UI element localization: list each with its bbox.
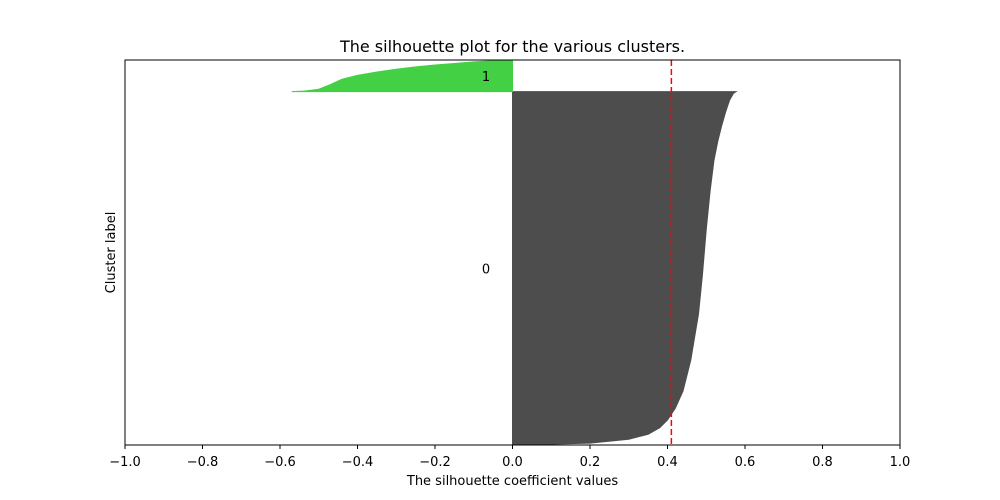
cluster-label-0: 0 [482, 262, 490, 277]
clusters-layer: 01 [291, 59, 738, 446]
x-axis-label: The silhouette coefficient values [406, 474, 618, 489]
x-tick-label: 0.8 [812, 455, 833, 470]
x-tick-label: 0.4 [657, 455, 678, 470]
x-tick-label: −0.8 [187, 455, 219, 470]
chart-title: The silhouette plot for the various clus… [339, 37, 685, 56]
y-axis-label: Cluster label [104, 212, 119, 294]
x-tick-label: −0.2 [419, 455, 451, 470]
x-tick-label: 0.2 [580, 455, 601, 470]
cluster-label-1: 1 [482, 70, 490, 85]
x-tick-label: −0.4 [342, 455, 374, 470]
x-tick-label: 1.0 [890, 455, 911, 470]
x-axis-ticks: −1.0 −0.8 −0.6 −0.4 −0.2 0.0 0.2 0.4 0.6 0.8 1.0 [109, 445, 910, 470]
x-tick-label: −0.6 [264, 455, 296, 470]
x-tick-label: 0.6 [735, 455, 756, 470]
cluster-0-silhouette-area [512, 91, 738, 446]
x-tick-label: 0.0 [502, 455, 523, 470]
x-tick-label: −1.0 [109, 455, 141, 470]
